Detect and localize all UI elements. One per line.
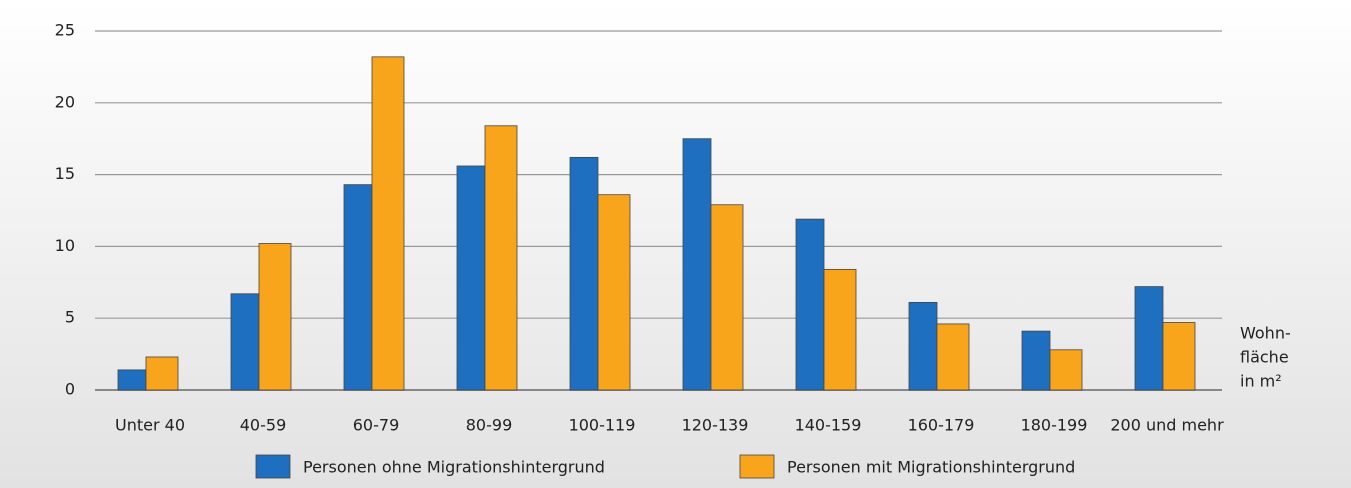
x-tick-label: Unter 40 <box>115 416 185 435</box>
x-tick-label: 100-119 <box>569 416 636 435</box>
x-tick-label: 200 und mehr <box>1110 416 1224 435</box>
bar <box>1162 322 1196 391</box>
x-axis-label: in m² <box>1240 372 1282 391</box>
bar <box>258 243 292 391</box>
bar <box>456 165 486 391</box>
legend-swatch <box>739 454 775 479</box>
x-tick-label: 180-199 <box>1021 416 1088 435</box>
bar <box>936 323 970 391</box>
bar <box>682 138 712 391</box>
bar <box>710 204 744 391</box>
y-tick-label: 20 <box>55 92 75 111</box>
bar <box>908 302 938 391</box>
bar <box>795 218 825 391</box>
bar <box>569 156 599 391</box>
bar <box>1021 330 1051 391</box>
y-tick-label: 25 <box>55 21 75 40</box>
y-tick-label: 5 <box>65 308 75 327</box>
y-tick-label: 10 <box>55 236 75 255</box>
x-tick-label: 40-59 <box>240 416 287 435</box>
y-tick-label: 0 <box>65 380 75 399</box>
bar <box>371 56 405 391</box>
x-tick-label: 120-139 <box>682 416 749 435</box>
bar <box>823 268 857 391</box>
x-tick-label: 140-159 <box>795 416 862 435</box>
x-axis-label: Wohn- <box>1240 324 1291 343</box>
bar <box>484 125 518 391</box>
legend-swatch <box>255 454 291 479</box>
x-axis-label: fläche <box>1240 348 1289 367</box>
bar <box>597 194 631 391</box>
legend-label: Personen mit Migrationshintergrund <box>787 458 1075 477</box>
x-tick-label: 80-99 <box>466 416 513 435</box>
legend-label: Personen ohne Migrationshintergrund <box>303 458 605 477</box>
bar <box>1134 286 1164 391</box>
bar <box>230 293 260 391</box>
bar <box>343 184 373 391</box>
x-tick-label: 160-179 <box>908 416 975 435</box>
bar <box>1049 349 1083 391</box>
bar <box>145 356 179 391</box>
x-tick-label: 60-79 <box>353 416 400 435</box>
y-tick-label: 15 <box>55 164 75 183</box>
bar <box>117 369 147 391</box>
